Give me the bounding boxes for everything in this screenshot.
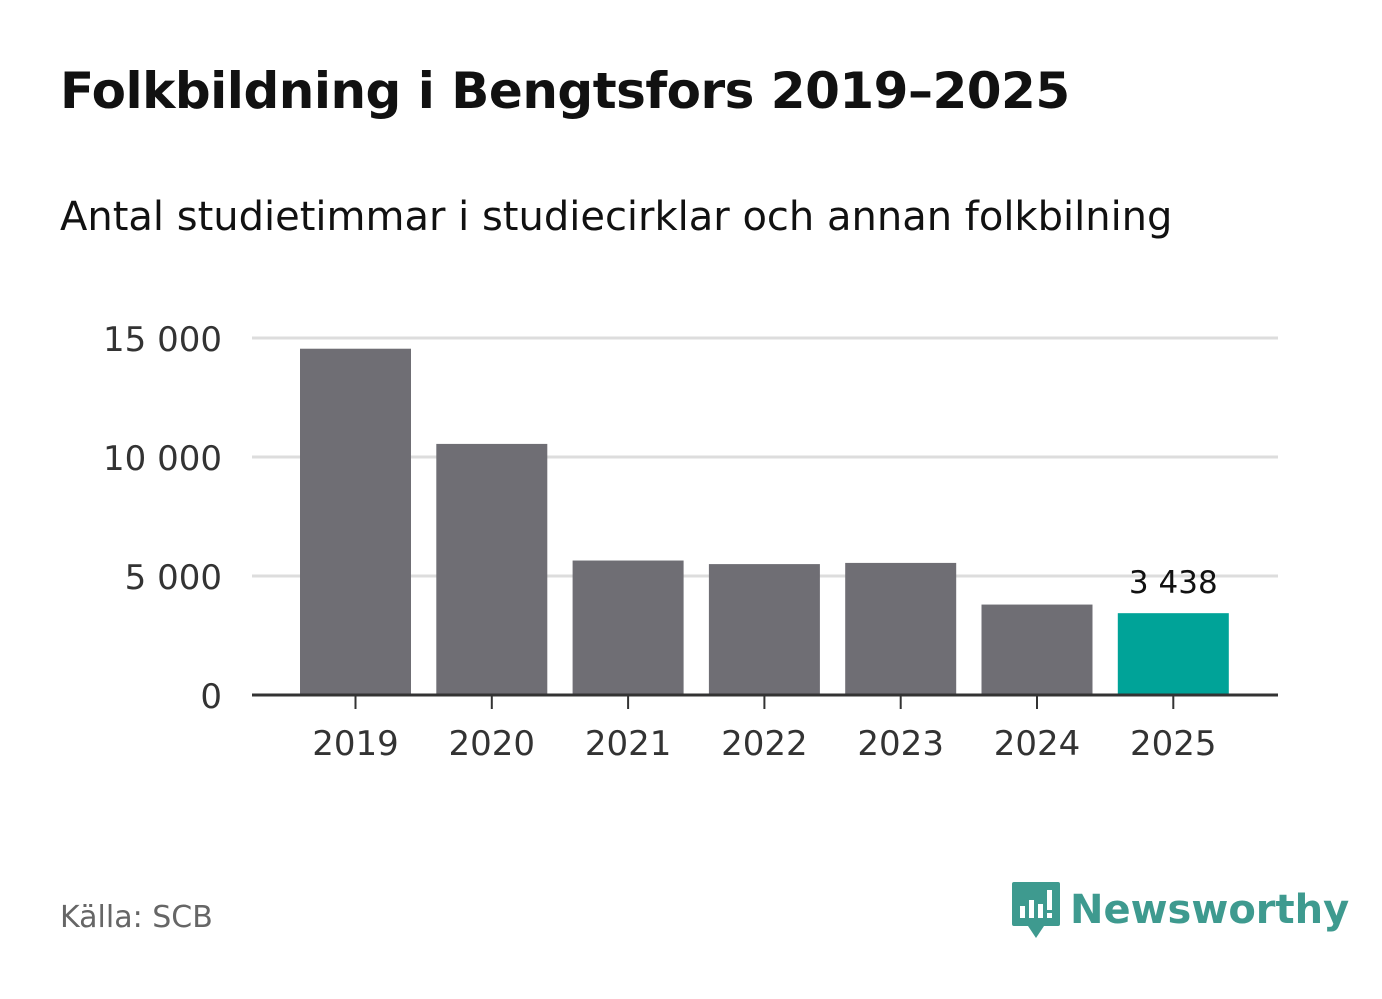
x-tick-label-2019: 2019 bbox=[312, 724, 399, 764]
x-tick-label-2024: 2024 bbox=[994, 724, 1081, 764]
y-tick-label-15000: 15 000 bbox=[103, 320, 222, 360]
x-tick-label-2023: 2023 bbox=[857, 724, 944, 764]
source-label: Källa: SCB bbox=[60, 900, 213, 935]
data-label-2025: 3 438 bbox=[1129, 565, 1218, 601]
x-tick-label-2021: 2021 bbox=[585, 724, 672, 764]
newsworthy-logo-icon bbox=[1012, 882, 1060, 938]
chart-title: Folkbildning i Bengtsfors 2019–2025 bbox=[60, 62, 1070, 120]
chart-subtitle: Antal studietimmar i studiecirklar och a… bbox=[60, 194, 1173, 240]
bar-2023 bbox=[845, 562, 957, 695]
y-tick-label-0: 0 bbox=[200, 677, 222, 717]
y-tick-label-10000: 10 000 bbox=[103, 439, 222, 479]
bar-2024 bbox=[981, 604, 1093, 695]
y-tick-label-5000: 5 000 bbox=[125, 558, 222, 598]
x-tick-label-2025: 2025 bbox=[1130, 724, 1217, 764]
bar-2022 bbox=[708, 564, 820, 695]
brand-name: Newsworthy bbox=[1070, 887, 1350, 933]
bar-2020 bbox=[436, 443, 548, 695]
x-tick-label-2022: 2022 bbox=[721, 724, 808, 764]
bar-2019 bbox=[300, 348, 411, 695]
bar-2021 bbox=[572, 560, 684, 695]
brand-logo: Newsworthy bbox=[1010, 880, 1349, 940]
x-tick-label-2020: 2020 bbox=[449, 724, 536, 764]
bar-2025 bbox=[1117, 613, 1229, 695]
